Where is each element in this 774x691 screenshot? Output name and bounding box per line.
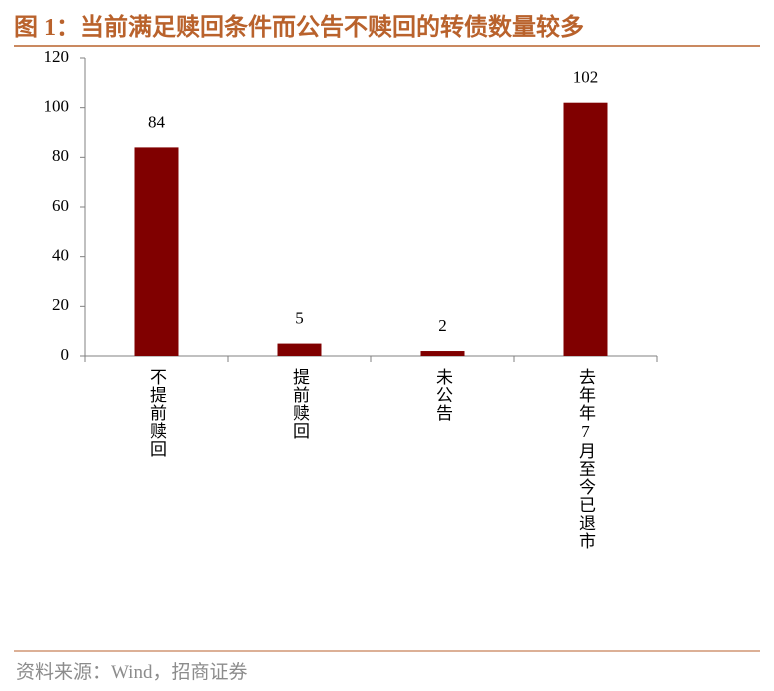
chart-title: 图 1：当前满足赎回条件而公告不赎回的转债数量较多: [14, 13, 584, 41]
data-label: 84: [148, 112, 166, 131]
x-tick-label: 去年年7月至今已退市: [576, 368, 596, 550]
bar: [277, 343, 322, 356]
x-tick-label: 提前赎回: [290, 368, 310, 440]
data-label: 102: [573, 68, 599, 87]
y-tick-label: 60: [52, 196, 69, 215]
data-label: 2: [438, 316, 447, 335]
y-tick-label: 20: [52, 295, 69, 314]
y-tick-label: 100: [44, 97, 70, 116]
data-label: 5: [295, 308, 304, 327]
x-tick-label: 未公告: [433, 368, 453, 422]
y-tick-label: 40: [52, 246, 69, 265]
y-tick-label: 120: [44, 47, 70, 66]
y-tick-label: 0: [61, 345, 70, 364]
bar: [134, 147, 179, 356]
bar: [563, 102, 608, 356]
y-tick-label: 80: [52, 146, 69, 165]
source: 资料来源：Wind，招商证券: [16, 661, 247, 683]
x-tick-label: 不提前赎回: [147, 368, 167, 458]
bar: [420, 351, 465, 356]
